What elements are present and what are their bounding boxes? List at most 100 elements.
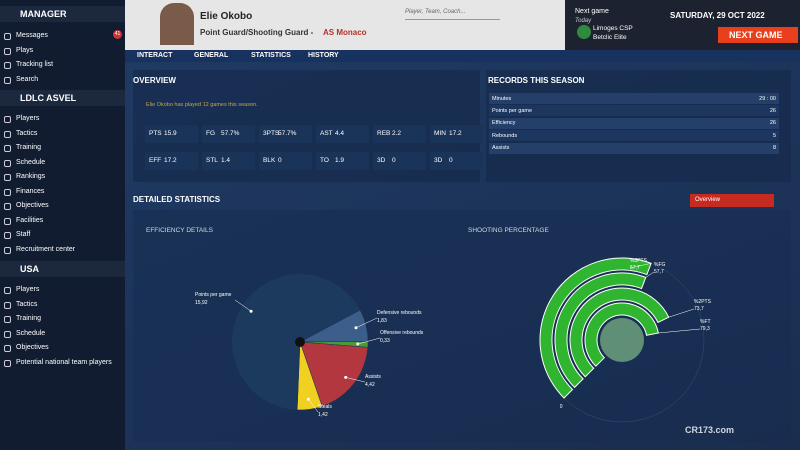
sidebar-icon	[4, 159, 11, 167]
stat-label: MIN	[434, 130, 446, 137]
sidebar-item[interactable]: Staff	[16, 231, 31, 238]
sidebar-item[interactable]: Potential national team players	[16, 358, 112, 366]
menu-item[interactable]: HISTORY	[308, 52, 339, 59]
sidebar-icon	[4, 287, 11, 294]
next-game-when: Today	[575, 18, 592, 24]
player-photo	[160, 3, 194, 45]
dropdown[interactable]: Overview	[690, 194, 774, 207]
pie-label: Steals	[318, 404, 332, 410]
shooting-title: SHOOTING PERCENTAGE	[468, 227, 549, 234]
sidebar-item[interactable]: Search	[16, 75, 39, 83]
polar-value-label: 73,7	[694, 306, 704, 312]
stat-label: 3D	[434, 157, 443, 164]
polar-label: %FG	[654, 262, 666, 268]
record-label: Minutes	[492, 95, 512, 102]
sidebar-item[interactable]: Rankings	[16, 173, 46, 180]
polar-label: %FT	[700, 319, 711, 325]
sidebar-item[interactable]: Tactics	[16, 300, 38, 308]
sidebar-icon	[4, 301, 11, 309]
sidebar-item[interactable]: Tracking list	[16, 61, 54, 68]
sidebar-item[interactable]: Training	[16, 144, 42, 151]
stat-value: 15.9	[164, 130, 177, 137]
stat-value: 4.4	[335, 130, 345, 137]
pie-value-label: 1,83	[377, 318, 387, 324]
sidebar-item[interactable]: Facilities	[16, 216, 44, 224]
pie-leader	[355, 317, 378, 329]
sidebar-item[interactable]: Schedule	[16, 158, 46, 166]
header-bar	[125, 0, 565, 50]
polar-bar	[554, 272, 647, 389]
record-value: 5	[772, 132, 776, 139]
stat-value: 1.4	[221, 157, 231, 164]
sidebar-icon	[4, 232, 11, 239]
pie-label: Offensive rebounds	[380, 330, 424, 336]
record-row	[489, 105, 779, 117]
sidebar-icon	[4, 130, 11, 138]
sidebar-icon	[4, 188, 11, 196]
sidebar-section-title: LDLC ASVEL	[20, 93, 77, 103]
stat-cell	[202, 152, 255, 170]
record-label: Assists	[492, 145, 510, 152]
sidebar-item[interactable]: Players	[16, 115, 40, 122]
stat-cell	[373, 125, 426, 143]
stat-cell	[145, 125, 198, 143]
sidebar-icon	[4, 203, 11, 210]
record-row	[489, 93, 779, 104]
sidebar-item[interactable]: Plays	[16, 46, 34, 54]
sidebar-item[interactable]: Objectives	[16, 202, 49, 209]
pie-value-label: 4,42	[365, 382, 375, 388]
sidebar-item[interactable]: Recruitment center	[16, 245, 76, 253]
search-box[interactable]: Player, Team, Coach...	[405, 9, 500, 20]
sidebar-icon	[4, 116, 11, 123]
pie-value-label: 1,42	[318, 412, 328, 418]
sidebar-icon	[4, 316, 11, 323]
sidebar-icon	[4, 62, 11, 69]
stat-label: 3D	[377, 157, 386, 164]
stat-value: 57.7%	[278, 130, 297, 137]
sidebar-icon	[4, 174, 11, 181]
menu-item[interactable]: STATISTICS	[251, 52, 291, 59]
stat-label: STL	[206, 157, 218, 164]
team-name[interactable]: AS Monaco	[323, 28, 367, 37]
stat-value: 57.7%	[221, 130, 240, 137]
pie-label: Points per game	[195, 292, 232, 298]
sidebar	[0, 0, 125, 450]
sidebar-item[interactable]: Training	[16, 315, 42, 322]
player-name: Elie Okobo	[200, 11, 253, 22]
sidebar-item[interactable]: Tactics	[16, 129, 38, 137]
date: SATURDAY, 29 OCT 2022	[670, 11, 765, 20]
record-value: 26	[769, 107, 776, 114]
sidebar-item[interactable]: Objectives	[16, 344, 49, 351]
pie-leader	[345, 377, 366, 383]
sidebar-item[interactable]: Messages	[16, 32, 48, 39]
overview-note: Elie Okobo has played 12 games this seas…	[146, 102, 258, 108]
message-badge: 41	[113, 30, 122, 39]
stat-value: 2.2	[392, 130, 402, 137]
stat-label: TO	[320, 157, 329, 164]
pie-label: Assists	[365, 374, 381, 380]
sidebar-section-bg	[0, 6, 125, 22]
sidebar-item[interactable]: Players	[16, 286, 40, 293]
sidebar-section-bg	[0, 261, 125, 277]
next-game-button[interactable]: NEXT GAME	[718, 27, 798, 43]
sidebar-icon	[4, 47, 11, 55]
pie-label: Defensive rebounds	[377, 310, 422, 316]
record-value: 8	[772, 145, 776, 152]
record-row	[489, 130, 779, 142]
sidebar-icon	[4, 76, 11, 84]
sidebar-icon	[4, 330, 11, 338]
menu-item[interactable]: GENERAL	[194, 52, 229, 59]
overview-title: OVERVIEW	[133, 76, 176, 85]
stat-label: 3PTS	[263, 130, 280, 137]
stat-value: 1.9	[335, 157, 345, 164]
player-position: Point Guard/Shooting Guard -	[200, 28, 314, 37]
menu-item[interactable]: INTERACT	[137, 52, 173, 59]
sidebar-item[interactable]: Schedule	[16, 329, 46, 337]
record-label: Efficiency	[492, 120, 516, 127]
sidebar-item[interactable]: Finances	[16, 187, 45, 195]
opponent-name[interactable]: Limoges CSP	[593, 25, 633, 32]
menu-bar	[125, 50, 800, 62]
next-game-label: Next game	[575, 8, 609, 15]
stat-cell	[430, 125, 483, 143]
polar-label: %2PTS	[694, 299, 712, 305]
